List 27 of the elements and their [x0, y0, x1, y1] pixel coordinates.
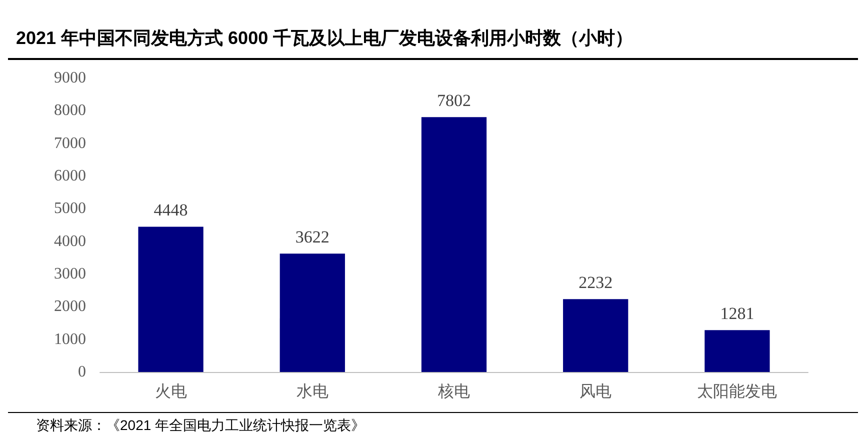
y-tick-label: 4000 [54, 232, 86, 250]
x-tick-label: 核电 [437, 382, 470, 400]
x-tick-label: 风电 [580, 382, 612, 400]
data-label: 1281 [720, 304, 754, 324]
text: 资料来源：《2021 年全国电力工业统计快报一览表》 [36, 417, 366, 433]
y-tick-label: 6000 [54, 168, 86, 184]
bar [704, 330, 770, 372]
y-tick-label: 2000 [54, 298, 86, 316]
bar [280, 254, 345, 372]
x-tick-label: 火电 [154, 382, 187, 400]
y-tick-label: 3000 [54, 266, 86, 282]
bar [421, 117, 487, 372]
bar [563, 299, 628, 372]
y-tick-label: 5000 [54, 200, 86, 218]
y-tick-label: 7000 [54, 134, 86, 152]
y-tick-label: 8000 [54, 102, 86, 120]
x-tick-label: 水电 [296, 382, 328, 400]
bar [138, 226, 204, 372]
chart-title: 2021 年中国不同发电方式 6000 千瓦及以上电厂发电设备利用小时数（小时） [8, 8, 858, 60]
y-tick-label: 1000 [54, 330, 86, 348]
x-tick-label: 太阳能发电 [697, 382, 778, 400]
data-label: 3622 [295, 228, 330, 247]
data-label: 2232 [578, 273, 613, 292]
data-label: 4448 [154, 200, 188, 220]
y-tick-label: 9000 [54, 70, 86, 86]
y-tick-label: 0 [78, 364, 86, 380]
data-label: 7802 [437, 91, 471, 110]
